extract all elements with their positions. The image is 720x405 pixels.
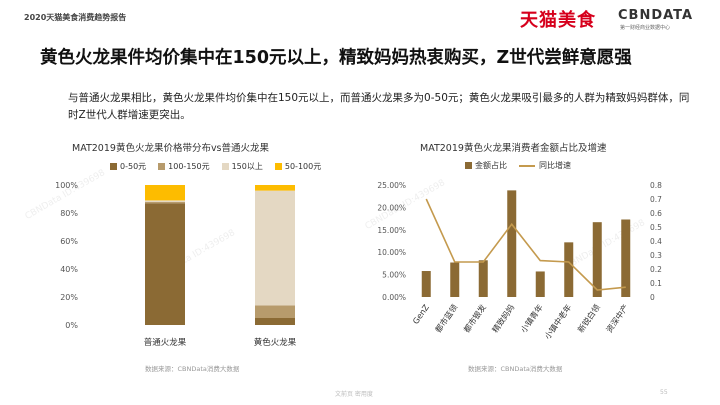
y-tick-label: 80% <box>60 209 78 218</box>
bar-line-combo-chart: 0.00% 5.00% 10.00% 15.00% 20.00% 25.00% 0 0.1 0.… <box>377 181 662 341</box>
chart1-title: MAT2019黄色火龙果价格带分布vs普通火龙果 <box>72 143 270 154</box>
y-right-tick-label: 0 <box>650 293 655 302</box>
y-tick-label: 0% <box>65 321 78 330</box>
legend-label: 150以上 <box>231 162 263 171</box>
y-tick-label: 100% <box>55 181 78 190</box>
y-right-tick-label: 0.2 <box>650 265 662 274</box>
legend-label: 0-50元 <box>120 162 147 171</box>
bar-segment <box>145 203 185 325</box>
legend-item: 0-50元 <box>110 161 146 172</box>
bar <box>421 271 431 297</box>
page-number: 55 <box>660 389 668 396</box>
cbndata-logo: CBNDATA <box>618 8 694 23</box>
legend-swatch <box>110 163 117 170</box>
y-tick-label: 60% <box>60 237 78 246</box>
bar-segment <box>255 318 295 325</box>
chart2-title: MAT2019黄色火龙果消费者金额占比及增速 <box>420 143 607 154</box>
x-tick-label: 都市银发 <box>461 302 488 334</box>
legend-label: 50-100元 <box>284 162 322 171</box>
y-tick-label: 20% <box>60 293 78 302</box>
y-right-tick-label: 0.8 <box>650 181 662 190</box>
report-label: 2020天猫美食消费趋势报告 <box>24 13 127 22</box>
bar <box>450 262 460 297</box>
x-tick-label: 新锐白领 <box>575 302 602 334</box>
legend-swatch <box>221 163 229 170</box>
bar <box>507 190 517 297</box>
chart2-source: 数据来源：CBNData消费大数据 <box>468 365 563 373</box>
legend-item: 150以上 <box>221 161 263 172</box>
y-left-tick-label: 5.00% <box>382 271 406 280</box>
x-tick-label: 小镇中老年 <box>542 302 573 341</box>
legend-item: 同比增速 <box>519 160 571 171</box>
bar-segment <box>255 185 295 191</box>
y-left-tick-label: 20.00% <box>377 203 406 212</box>
legend-swatch <box>158 163 166 170</box>
bar-segment <box>145 201 185 204</box>
legend-item: 100-150元 <box>158 161 210 172</box>
growth-line <box>425 198 626 291</box>
page-title: 黄色火龙果件均价集中在150元以上，精致妈妈热衷购买，Z世代尝鲜意愿强 <box>40 48 632 68</box>
y-right-tick-label: 0.5 <box>650 223 662 232</box>
x-tick-label: 普通火龙果 <box>144 337 187 348</box>
y-tick-label: 40% <box>60 265 78 274</box>
chart1-legend: 0-50元 100-150元 150以上 50-100元 <box>110 161 333 172</box>
summary-text: 与普通火龙果相比，黄色火龙果件均价集中在150元以上，而普通火龙果多为0-50元… <box>68 92 690 121</box>
y-right-tick-label: 0.7 <box>650 195 662 204</box>
bar <box>621 219 631 297</box>
x-tick-label: GenZ <box>411 303 431 326</box>
stacked-bar-chart: 0% 20% 40% 60% 80% 100% 普通火龙果 黄色火龙果 <box>55 181 297 348</box>
footer-note: 文前页 密用度 <box>335 391 373 398</box>
x-tick-label: 资深中产 <box>604 302 631 334</box>
legend-label: 同比增速 <box>539 161 571 170</box>
legend-item: 50-100元 <box>274 161 322 172</box>
cbndata-logo-subtitle: 第一财经商业数据中心 <box>620 25 671 31</box>
y-right-tick-label: 0.6 <box>650 209 662 218</box>
chart1-source: 数据来源：CBNData消费大数据 <box>145 365 240 373</box>
y-left-tick-label: 0.00% <box>382 293 406 302</box>
bar <box>564 242 574 297</box>
chart2-legend: 金额占比 同比增速 <box>465 160 583 171</box>
bar <box>478 260 488 297</box>
y-right-tick-label: 0.3 <box>650 251 662 260</box>
legend-item: 金额占比 <box>465 160 507 171</box>
y-left-tick-label: 25.00% <box>377 181 406 190</box>
y-left-tick-label: 10.00% <box>377 248 406 257</box>
bar-segment <box>255 305 295 318</box>
y-right-tick-label: 0.1 <box>650 279 662 288</box>
bar-segment <box>255 190 295 306</box>
bar <box>592 222 602 297</box>
y-right-tick-label: 0.4 <box>650 237 662 246</box>
legend-label: 100-150元 <box>168 162 210 171</box>
bar <box>535 271 545 297</box>
legend-swatch <box>465 162 472 169</box>
x-tick-label: 精致妈妈 <box>490 302 517 334</box>
legend-label: 金额占比 <box>475 161 507 170</box>
legend-swatch <box>274 163 282 170</box>
x-tick-label: 都市蓝领 <box>433 302 460 334</box>
legend-swatch <box>519 164 535 167</box>
x-tick-label: 黄色火龙果 <box>254 337 297 348</box>
y-left-tick-label: 15.00% <box>377 226 406 235</box>
tmall-food-logo: 天猫美食 <box>520 10 596 31</box>
bar-segment <box>145 200 185 202</box>
x-tick-label: 小镇青年 <box>518 302 545 334</box>
bar-segment <box>145 185 185 201</box>
